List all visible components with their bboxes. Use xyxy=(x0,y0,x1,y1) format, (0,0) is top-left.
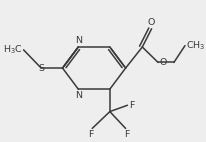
Text: N: N xyxy=(74,91,81,100)
Text: F: F xyxy=(123,130,129,139)
Text: S: S xyxy=(38,64,44,73)
Text: CH$_3$: CH$_3$ xyxy=(185,39,204,52)
Text: F: F xyxy=(88,130,94,139)
Text: N: N xyxy=(74,36,81,45)
Text: O: O xyxy=(147,18,154,27)
Text: F: F xyxy=(129,101,134,110)
Text: O: O xyxy=(159,58,166,67)
Text: H$_3$C: H$_3$C xyxy=(3,44,22,56)
